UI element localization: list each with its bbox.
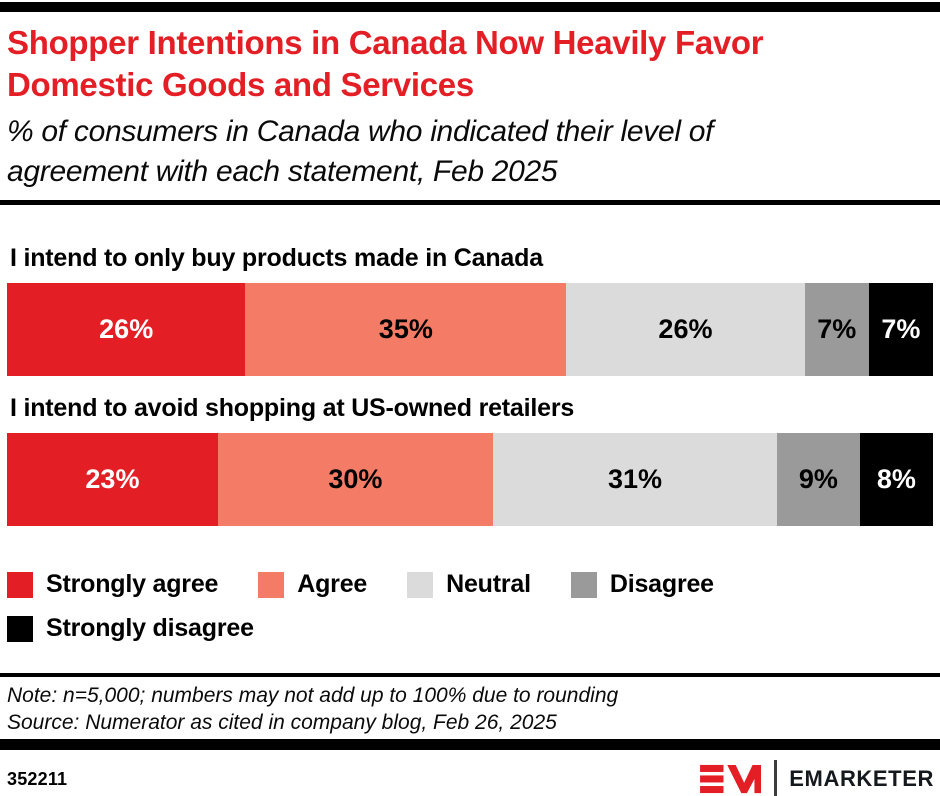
legend-swatch-strongly-disagree xyxy=(7,615,33,642)
stacked-bar-1: 26% 35% 26% 7% 7% xyxy=(7,283,933,376)
bar-segment-neutral: 31% xyxy=(492,433,778,526)
bar-segment-strongly-agree: 26% xyxy=(7,283,246,376)
page-title-line-2: Domestic Goods and Services xyxy=(7,66,474,103)
legend-label-agree: Agree xyxy=(297,570,368,598)
source-text: Source: Numerator as cited in company bl… xyxy=(7,711,557,734)
brand-name: EMARKETER xyxy=(789,766,934,791)
top-black-bar xyxy=(0,2,940,12)
stacked-bar-2: 23% 30% 31% 9% 8% xyxy=(7,433,933,526)
logo-divider xyxy=(774,760,778,796)
legend-label-strongly-disagree: Strongly disagree xyxy=(46,614,254,642)
header-divider-rule xyxy=(0,200,940,205)
note-text: Note: n=5,000; numbers may not add up to… xyxy=(7,684,619,707)
chart-header: Shopper Intentions in Canada Now Heavily… xyxy=(0,12,940,192)
legend-swatch-agree xyxy=(258,571,285,598)
legend-swatch-strongly-agree xyxy=(7,571,33,598)
legend-item-strongly-disagree: Strongly disagree xyxy=(7,614,254,643)
bar-segment-strongly-disagree: 7% xyxy=(868,283,933,376)
stacked-bar-chart: I intend to only buy products made in Ca… xyxy=(0,243,940,526)
chart-id: 352211 xyxy=(7,768,68,789)
bar-segment-strongly-agree: 23% xyxy=(7,433,218,526)
chart-subtitle-line-1: % of consumers in Canada who indicated t… xyxy=(7,115,714,148)
chart-subtitle: % of consumers in Canada who indicated t… xyxy=(7,112,930,192)
legend-swatch-neutral xyxy=(407,571,434,598)
bar-segment-agree: 35% xyxy=(245,283,567,376)
bar-segment-disagree: 7% xyxy=(804,283,869,376)
bar-category-label-2: I intend to avoid shopping at US-owned r… xyxy=(10,394,575,422)
chart-subtitle-line-2: agreement with each statement, Feb 2025 xyxy=(7,155,558,188)
legend-label-strongly-agree: Strongly agree xyxy=(46,570,219,598)
chart-legend: Strongly agree Agree Neutral Disagree Strong… xyxy=(7,570,837,643)
legend-swatch-disagree xyxy=(570,571,597,598)
bar-category-label-1: I intend to only buy products made in Ca… xyxy=(10,244,543,272)
legend-item-agree: Agree xyxy=(258,570,367,599)
emarketer-logo-mark xyxy=(700,764,762,794)
bar-segment-disagree: 9% xyxy=(777,433,860,526)
bar-segment-strongly-disagree: 8% xyxy=(859,433,933,526)
notes-block: Note: n=5,000; numbers may not add up to… xyxy=(0,677,940,736)
bar-segment-agree: 30% xyxy=(217,433,493,526)
bottom-black-bar xyxy=(0,739,940,750)
legend-item-neutral: Neutral xyxy=(407,570,531,599)
legend-label-neutral: Neutral xyxy=(446,570,531,598)
page-title-line-1: Shopper Intentions in Canada Now Heavily… xyxy=(7,24,764,61)
legend-item-disagree: Disagree xyxy=(570,570,714,599)
note-divider-rule xyxy=(0,673,940,677)
legend-item-strongly-agree: Strongly agree xyxy=(7,570,218,599)
footer: 352211 EMARKETER xyxy=(0,760,940,796)
legend-label-disagree: Disagree xyxy=(609,570,714,598)
bar-segment-neutral: 26% xyxy=(566,283,805,376)
emarketer-logo: EMARKETER xyxy=(700,760,934,796)
